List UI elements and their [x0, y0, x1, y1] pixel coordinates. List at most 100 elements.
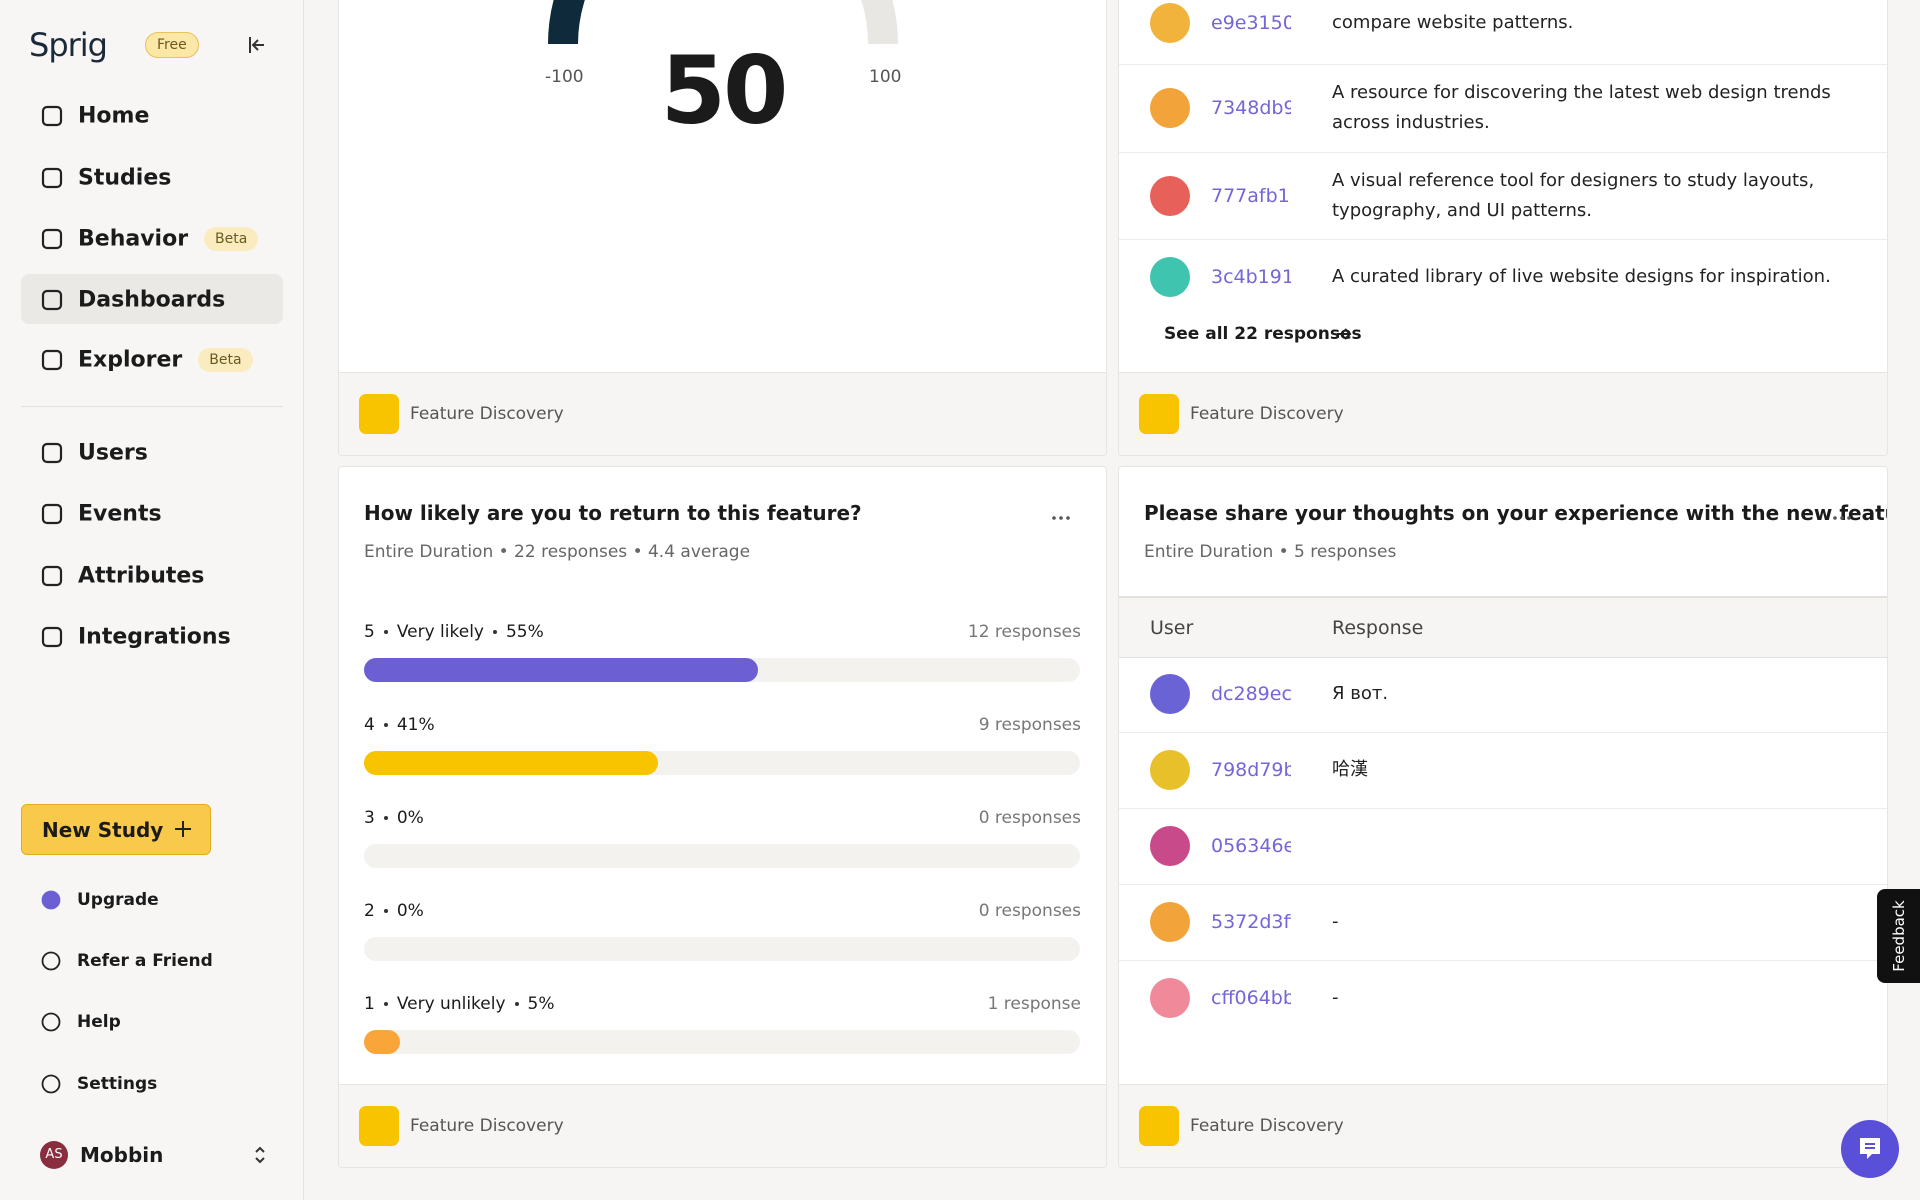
rating-label: 2 0%: [364, 901, 424, 921]
footer-label: Feature Discovery: [1190, 1116, 1344, 1136]
beta-badge: Beta: [204, 227, 259, 251]
separator: [383, 723, 388, 727]
see-all-link[interactable]: See all 22 responses: [1164, 324, 1362, 344]
plan-badge: Free: [145, 32, 199, 58]
study-icon: [359, 394, 399, 434]
account-avatar: AS: [40, 1141, 68, 1169]
percent: 41%: [396, 715, 435, 735]
feedback-label: Feedback: [1890, 900, 1908, 972]
plus-icon: [175, 821, 191, 837]
row-divider: [1119, 239, 1887, 240]
row-divider: [1119, 884, 1887, 885]
user-id[interactable]: dc289ec: [1211, 683, 1291, 705]
bar-track: [364, 844, 1080, 868]
menu-button[interactable]: [1832, 515, 1852, 521]
nav-item[interactable]: Events: [78, 501, 162, 527]
sidebar: Sprig Free Home Studies Behavior Beta Dashbo…: [0, 0, 304, 1200]
gauge-max-label: 100: [869, 67, 902, 87]
account-name[interactable]: Mobbin: [80, 1143, 164, 1167]
nav-icon: [41, 503, 63, 525]
response-text: A resource for discovering the latest we…: [1332, 82, 1831, 133]
score: 4: [364, 715, 375, 735]
score-label: Very unlikely: [396, 994, 506, 1014]
user-id[interactable]: cff064bb: [1211, 987, 1291, 1009]
card-footer: Feature Discovery: [339, 372, 1106, 455]
collapse-button[interactable]: [246, 34, 268, 56]
response-text: Я вот.: [1332, 683, 1389, 704]
user-id[interactable]: 5372d3ff: [1211, 911, 1291, 933]
nav-icon: [41, 442, 63, 464]
nav-item[interactable]: Behavior: [78, 226, 189, 252]
separator: [383, 1002, 388, 1006]
rating-label: 5 Very likely 55%: [364, 622, 544, 642]
card-footer: Feature Discovery: [1119, 372, 1887, 455]
gauge-value: 50: [660, 36, 789, 146]
response-count: 0 responses: [978, 901, 1081, 921]
chat-button[interactable]: [1841, 1120, 1899, 1178]
card-subtitle: Entire Duration • 5 responses: [1144, 542, 1397, 562]
nav-item[interactable]: Explorer: [78, 347, 183, 373]
user-id[interactable]: 798d79b: [1211, 759, 1291, 781]
sidebar-link[interactable]: Help: [77, 1012, 121, 1032]
avatar: [1150, 2, 1190, 43]
link-icon: [41, 1012, 61, 1032]
row-divider: [1119, 64, 1887, 65]
nav-item[interactable]: Home: [78, 103, 150, 129]
column-header: Response: [1332, 617, 1424, 639]
new-study-label: New Study: [42, 818, 164, 842]
arrow-icon: [1337, 328, 1352, 340]
divider: [21, 406, 283, 407]
account-switch[interactable]: [253, 1144, 267, 1166]
response-text: -: [1332, 987, 1339, 1008]
rating-label: 3 0%: [364, 808, 424, 828]
score: 1: [364, 994, 375, 1014]
card-footer: Feature Discovery: [339, 1084, 1106, 1167]
card-subtitle: Entire Duration • 22 responses • 4.4 ave…: [364, 542, 751, 562]
nav-icon: [41, 626, 63, 648]
sidebar-link[interactable]: Refer a Friend: [77, 951, 213, 971]
table-header: User Response: [1119, 596, 1887, 658]
bar: [364, 658, 758, 682]
feedback-tab[interactable]: Feedback: [1877, 889, 1920, 983]
responses-card: e9e3150 compare website patterns. 7348db9 A…: [1118, 0, 1888, 456]
score: 5: [364, 622, 375, 642]
card-title: Please share your thoughts on your exper…: [1144, 501, 1888, 525]
avatar: [1150, 750, 1190, 790]
bar-track: [364, 937, 1080, 961]
nav-item[interactable]: Attributes: [78, 563, 205, 589]
nav-icon: [41, 167, 63, 189]
avatar: [1150, 674, 1190, 714]
response-text: A visual reference tool for designers to…: [1332, 169, 1815, 221]
response-count: 0 responses: [978, 808, 1081, 828]
user-id[interactable]: 7348db9: [1211, 97, 1291, 119]
link-icon: [41, 951, 61, 971]
nav-icon: [41, 565, 63, 587]
card-footer: Feature Discovery: [1119, 1084, 1887, 1167]
nav-item[interactable]: Studies: [78, 165, 172, 191]
response-count: 9 responses: [978, 715, 1081, 735]
row-divider: [1119, 808, 1887, 809]
logo: Sprig: [29, 26, 108, 64]
column-header: User: [1150, 617, 1194, 639]
response-text: A curated library of live website design…: [1332, 266, 1831, 287]
nav-icon: [41, 105, 63, 127]
nav-item[interactable]: Integrations: [78, 624, 231, 650]
sidebar-link[interactable]: Upgrade: [77, 890, 159, 910]
nav-item[interactable]: Users: [78, 440, 148, 466]
gauge-min-label: -100: [545, 67, 584, 87]
avatar: [1150, 902, 1190, 942]
response-text: -: [1332, 911, 1339, 932]
menu-button[interactable]: [1051, 515, 1071, 521]
user-id[interactable]: 777afb1b: [1211, 184, 1291, 207]
user-id[interactable]: 3c4b1910: [1211, 266, 1291, 288]
user-id[interactable]: e9e3150: [1211, 11, 1291, 34]
new-study-button[interactable]: New Study: [21, 804, 211, 855]
nav-item[interactable]: Dashboards: [78, 287, 226, 313]
row-divider: [1119, 732, 1887, 733]
active-nav-bg: [21, 274, 283, 324]
score: 2: [364, 901, 375, 921]
user-id[interactable]: 056346e: [1211, 835, 1291, 857]
sidebar-link[interactable]: Settings: [77, 1074, 158, 1094]
response-count: 1 response: [987, 994, 1081, 1014]
